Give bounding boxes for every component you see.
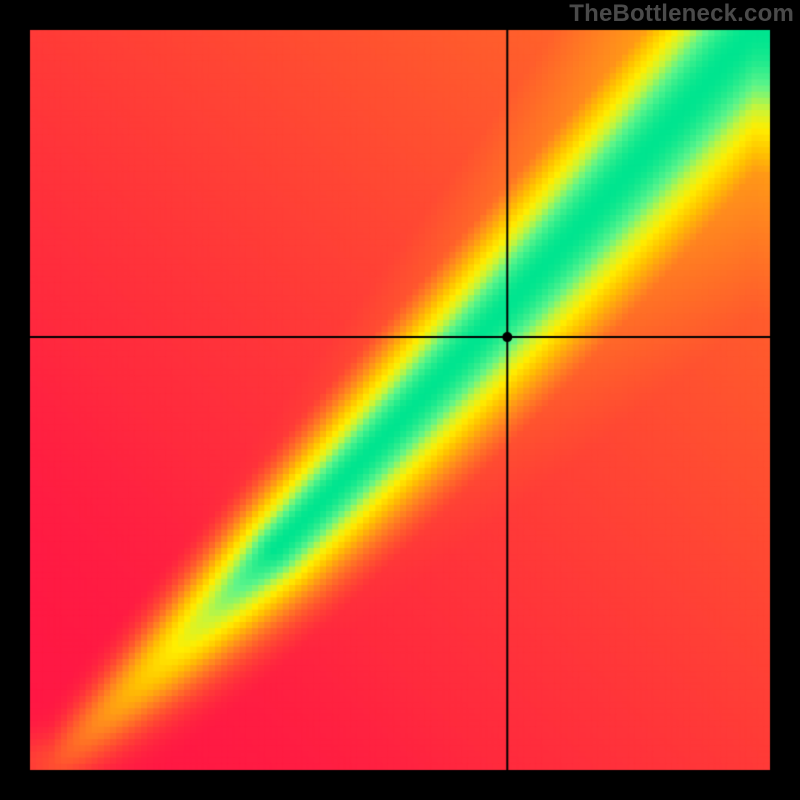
- watermark-text: TheBottleneck.com: [563, 0, 800, 28]
- bottleneck-heatmap: [0, 0, 800, 800]
